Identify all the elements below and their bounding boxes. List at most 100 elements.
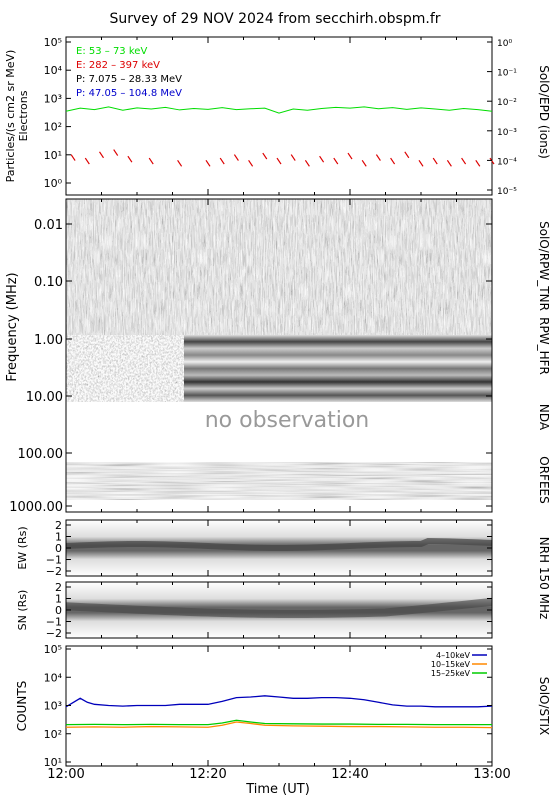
epd-series-point <box>361 159 367 167</box>
spectrogram-panel: no observation 0.01 0.10 1.00 10.00 100.00 10… <box>5 198 550 515</box>
epd-legend-entry: P: 7.075 – 28.33 MeV <box>76 74 182 85</box>
epd-series-point <box>461 157 467 165</box>
stix-y-tick-label: 10² <box>44 728 62 741</box>
nrh-y-tick-label: 1 <box>55 531 62 544</box>
nrh-y-tick-label: 0 <box>55 542 62 555</box>
epd-series-point <box>390 157 396 165</box>
stix-y-tick-label: 10⁴ <box>44 671 63 684</box>
epd-y-tick-label: 10² <box>44 121 62 134</box>
epd-y2-tick-label: 10⁻³ <box>497 128 517 138</box>
x-axis: 12:00 12:20 12:40 13:00 <box>47 37 511 782</box>
epd-series-point <box>333 157 339 165</box>
nrh-y-tick-label: 0 <box>55 604 62 617</box>
epd-y2-tick-label: 10⁻¹ <box>497 69 517 79</box>
nrh-y-tick-label: 2 <box>55 519 62 532</box>
epd-left-label-2: Electrons <box>17 90 30 141</box>
epd-frame <box>65 36 493 196</box>
instrument-label-orfees: ORFEES <box>537 456 550 503</box>
epd-series-point <box>347 152 353 160</box>
nrh-sn-label: SN (Rs) <box>16 590 29 631</box>
stix-series-line <box>65 719 492 726</box>
epd-legend-entry: P: 47.05 – 104.8 MeV <box>76 88 182 99</box>
hfr-image-early <box>66 335 184 402</box>
epd-legend-entry: E: 282 – 397 keV <box>76 60 160 71</box>
epd-y2-tick-label: 10⁰ <box>497 39 512 49</box>
epd-series-point <box>418 159 424 167</box>
spectrogram-ylabel: Frequency (MHz) <box>5 272 20 381</box>
epd-y-tick-label: 10³ <box>44 92 62 105</box>
epd-y-tick-label: 10¹ <box>44 149 62 162</box>
epd-series-point <box>205 159 211 167</box>
nrh-y-tick-label: 1 <box>55 593 62 606</box>
nrh-y-tick-label: 2 <box>55 581 62 594</box>
epd-series-line <box>65 106 493 114</box>
x-axis-label: Time (UT) <box>245 782 310 797</box>
x-tick-label: 13:00 <box>473 767 510 782</box>
x-tick-label: 12:20 <box>189 767 226 782</box>
nrh-y-tick-label: −2 <box>46 565 62 578</box>
stix-ylabel: COUNTS <box>15 681 29 732</box>
stix-legend-entry: 4–10keV <box>436 651 471 660</box>
epd-series-point <box>262 152 268 160</box>
epd-y2-tick-label: 10⁻⁵ <box>497 187 517 197</box>
x-tick-label: 12:40 <box>331 767 368 782</box>
epd-series-point <box>375 154 381 161</box>
epd-legend-entry: E: 53 – 73 keV <box>76 46 147 57</box>
nrh-right-label: NRH 150 MHz <box>537 537 550 620</box>
epd-series-point <box>290 154 296 161</box>
nrh-y-tick-label: −1 <box>46 554 62 567</box>
stix-legend-entry: 10–15keV <box>431 660 471 669</box>
epd-y2-tick-label: 10⁻² <box>497 98 517 108</box>
epd-series-point <box>127 155 133 163</box>
epd-series-point <box>248 159 254 167</box>
epd-series-point <box>219 157 225 165</box>
epd-left-label-1: Particles/(s cm2 sr MeV) <box>4 50 17 183</box>
epd-series-point <box>489 157 495 165</box>
nrh-ew-label: EW (Rs) <box>16 526 29 569</box>
epd-y2-tick-label: 10⁻⁴ <box>497 157 517 167</box>
nda-blank <box>66 402 492 462</box>
x-tick-label: 12:00 <box>47 767 84 782</box>
epd-series-point <box>276 157 282 165</box>
epd-series-point <box>113 149 119 156</box>
epd-series-point <box>70 154 76 161</box>
nrh-y-tick-label: −2 <box>46 627 62 640</box>
instrument-label-hfr: RPW_HFR <box>537 317 550 375</box>
epd-series-point <box>319 155 325 163</box>
spec-y-tick-label: 1.00 <box>34 333 63 348</box>
instrument-label-nda: NDA <box>537 404 550 431</box>
epd-right-label: SolO/EPD (ions) <box>537 65 550 159</box>
instrument-label-tnr: SolO/RPW_TNR <box>537 221 550 311</box>
nrh-sn-band <box>65 597 493 618</box>
epd-y-tick-label: 10⁵ <box>44 36 62 49</box>
stix-series-line <box>65 721 493 729</box>
epd-series-point <box>99 151 104 159</box>
epd-y-tick-label: 10⁰ <box>44 177 63 190</box>
orfees-image <box>66 462 492 500</box>
stix-series-line <box>65 695 493 708</box>
stix-y-tick-label: 10³ <box>44 700 62 713</box>
stix-y-tick-label: 10¹ <box>44 756 62 769</box>
nrh-ew-band <box>65 538 493 552</box>
spec-y-tick-label: 100.00 <box>18 447 64 462</box>
epd-panel: E: 53 – 73 keV E: 282 – 397 keV P: 7.075 –… <box>4 36 550 197</box>
spec-y-tick-label: 10.00 <box>26 390 63 405</box>
stix-legend-entry: 15–25keV <box>431 669 471 678</box>
no-observation-text: no observation <box>205 408 370 433</box>
epd-series-point <box>177 159 183 167</box>
epd-series-point <box>84 157 90 165</box>
stix-y-tick-label: 10⁵ <box>44 643 62 656</box>
epd-series-point <box>446 159 452 167</box>
stix-right-label: SolO/STIX <box>537 677 550 736</box>
epd-series-point <box>304 159 310 167</box>
tnr-image <box>66 199 492 335</box>
epd-y-tick-label: 10⁴ <box>44 64 63 77</box>
spec-y-tick-label: 0.01 <box>34 218 63 233</box>
hfr-image <box>184 335 492 402</box>
epd-series-point <box>404 151 410 159</box>
epd-series-point <box>148 157 154 165</box>
spec-y-tick-label: 0.10 <box>34 275 63 290</box>
epd-series-point <box>233 154 239 161</box>
